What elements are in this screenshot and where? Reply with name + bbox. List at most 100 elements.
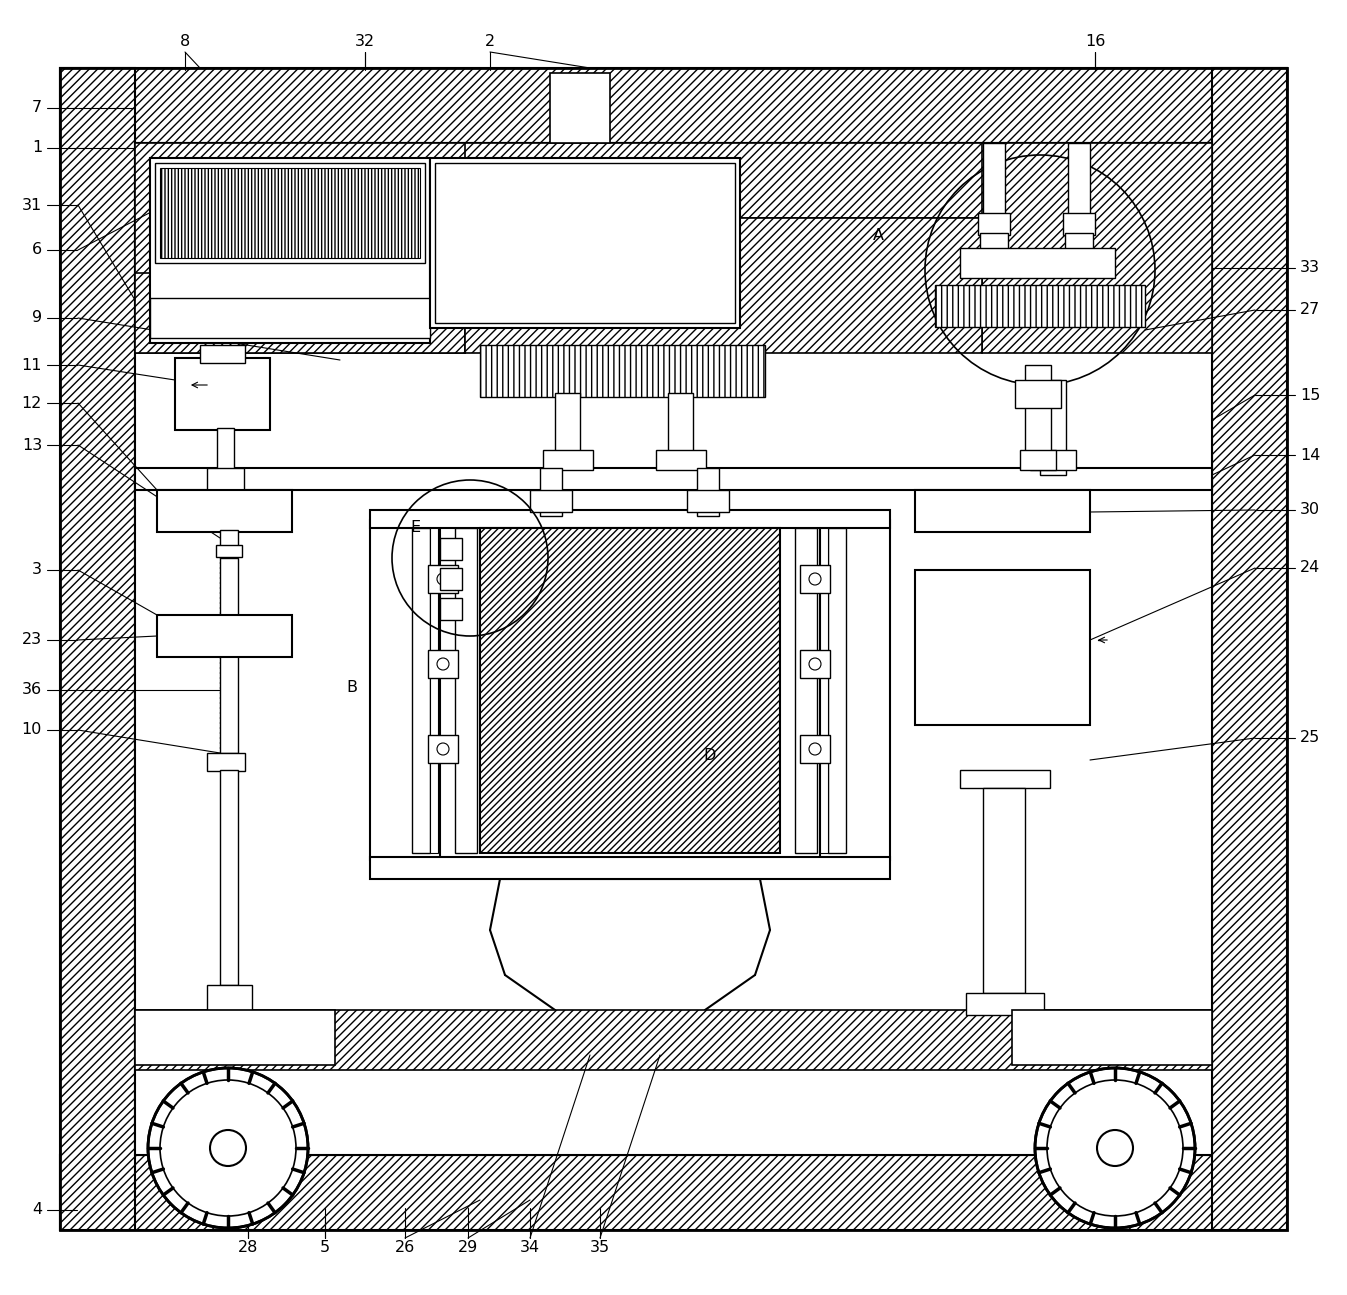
Text: 29: 29 bbox=[458, 1241, 478, 1255]
Bar bbox=[435, 163, 735, 322]
Bar bbox=[430, 158, 740, 328]
Bar bbox=[915, 570, 1090, 725]
Text: 3: 3 bbox=[32, 562, 42, 578]
Bar bbox=[217, 429, 234, 473]
Bar bbox=[1212, 69, 1286, 1230]
Bar bbox=[1025, 365, 1051, 455]
Circle shape bbox=[436, 658, 449, 670]
Bar bbox=[960, 771, 1051, 787]
Bar bbox=[135, 1010, 1212, 1070]
Bar bbox=[158, 490, 292, 532]
Bar bbox=[199, 344, 245, 363]
Text: 4: 4 bbox=[32, 1203, 42, 1217]
Bar bbox=[428, 736, 458, 763]
Bar bbox=[543, 449, 593, 470]
Circle shape bbox=[1034, 1068, 1195, 1228]
Bar bbox=[160, 168, 420, 258]
Text: 1: 1 bbox=[32, 140, 42, 155]
Text: 6: 6 bbox=[32, 242, 42, 258]
Bar bbox=[828, 528, 846, 853]
Bar bbox=[412, 528, 430, 853]
Circle shape bbox=[1096, 1131, 1133, 1166]
Circle shape bbox=[810, 743, 822, 755]
Text: 12: 12 bbox=[22, 395, 42, 411]
Text: 13: 13 bbox=[22, 438, 42, 452]
Bar bbox=[440, 598, 462, 620]
Bar bbox=[370, 510, 890, 528]
Bar bbox=[370, 857, 890, 879]
Circle shape bbox=[148, 1068, 308, 1228]
Bar bbox=[983, 142, 1005, 238]
Circle shape bbox=[810, 658, 822, 670]
Bar bbox=[1030, 449, 1076, 470]
Bar bbox=[455, 528, 477, 853]
Bar bbox=[981, 233, 1008, 251]
Bar bbox=[480, 528, 780, 853]
Circle shape bbox=[436, 743, 449, 755]
Bar bbox=[207, 752, 245, 771]
Bar bbox=[966, 993, 1044, 1015]
Text: 30: 30 bbox=[1300, 502, 1320, 518]
Text: 15: 15 bbox=[1300, 387, 1320, 403]
Bar bbox=[135, 1010, 335, 1064]
Bar bbox=[61, 69, 1286, 1230]
Bar bbox=[983, 787, 1025, 993]
Bar bbox=[428, 565, 458, 593]
Bar bbox=[1063, 212, 1095, 234]
Bar bbox=[480, 344, 765, 398]
Text: 8: 8 bbox=[180, 35, 190, 49]
Bar bbox=[216, 545, 242, 557]
Text: 36: 36 bbox=[22, 682, 42, 698]
Bar bbox=[370, 521, 440, 860]
Bar bbox=[915, 490, 1090, 532]
Bar bbox=[61, 1155, 1286, 1230]
Bar bbox=[820, 521, 890, 860]
Bar bbox=[220, 530, 238, 548]
Text: E: E bbox=[409, 521, 420, 536]
Bar bbox=[135, 142, 1212, 218]
Bar bbox=[428, 650, 458, 679]
Bar bbox=[1040, 379, 1065, 475]
Text: 25: 25 bbox=[1300, 730, 1320, 746]
Bar bbox=[529, 490, 572, 512]
Bar bbox=[935, 285, 1145, 328]
Text: 10: 10 bbox=[22, 723, 42, 737]
Text: 33: 33 bbox=[1300, 260, 1320, 276]
Bar bbox=[440, 537, 462, 559]
Text: 23: 23 bbox=[22, 632, 42, 648]
Bar bbox=[540, 467, 562, 515]
Text: 16: 16 bbox=[1084, 35, 1105, 49]
Bar bbox=[158, 615, 292, 657]
Bar bbox=[135, 142, 1212, 1155]
Text: 7: 7 bbox=[32, 101, 42, 115]
Circle shape bbox=[810, 572, 822, 585]
Bar bbox=[207, 467, 244, 490]
Bar bbox=[978, 212, 1010, 234]
Text: D: D bbox=[704, 749, 717, 764]
Bar bbox=[465, 218, 982, 354]
Bar bbox=[135, 467, 1212, 490]
Bar bbox=[795, 528, 818, 853]
Bar bbox=[150, 158, 430, 343]
Bar bbox=[61, 69, 135, 1230]
Bar bbox=[207, 985, 252, 1010]
Text: 34: 34 bbox=[520, 1241, 540, 1255]
Bar bbox=[550, 73, 610, 142]
Bar bbox=[800, 565, 830, 593]
Bar bbox=[155, 163, 426, 263]
Bar bbox=[1016, 379, 1061, 408]
Bar bbox=[220, 558, 238, 752]
Circle shape bbox=[210, 1131, 247, 1166]
Bar bbox=[440, 569, 462, 591]
Text: 2: 2 bbox=[485, 35, 496, 49]
Text: B: B bbox=[346, 680, 357, 695]
Bar bbox=[61, 69, 1286, 142]
Bar bbox=[555, 392, 581, 458]
Bar bbox=[175, 357, 269, 430]
Bar bbox=[820, 528, 828, 853]
Text: 28: 28 bbox=[238, 1241, 259, 1255]
Text: 26: 26 bbox=[395, 1241, 415, 1255]
Bar bbox=[696, 467, 719, 515]
Text: 24: 24 bbox=[1300, 561, 1320, 575]
Text: 14: 14 bbox=[1300, 448, 1320, 462]
